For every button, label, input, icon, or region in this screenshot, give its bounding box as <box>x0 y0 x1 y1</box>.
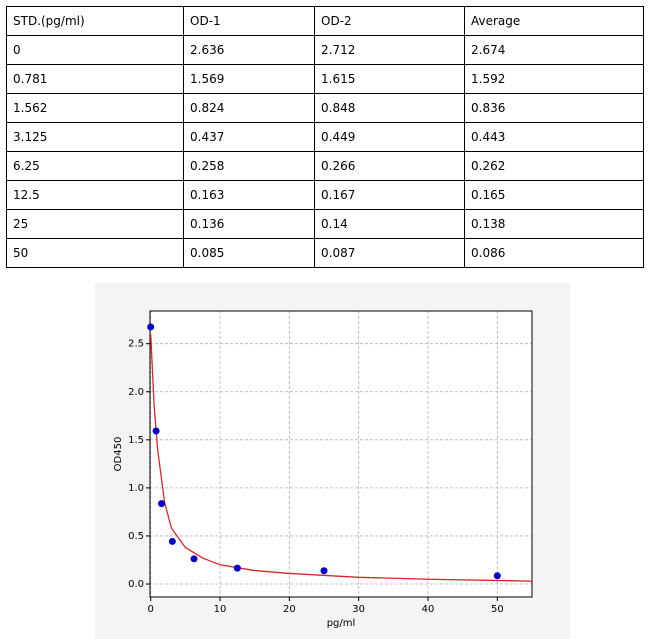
table-cell: 0.167 <box>314 180 465 210</box>
data-point <box>233 564 241 572</box>
x-tick-label: 0 <box>148 604 154 615</box>
table-cell: 0.836 <box>464 93 644 123</box>
data-point <box>168 537 176 545</box>
table-cell: 2.674 <box>464 35 644 65</box>
y-axis-label: OD450 <box>113 437 124 472</box>
table-cell: 1.562 <box>6 93 184 123</box>
table-cell: 0.136 <box>183 209 315 239</box>
table-cell: 0.262 <box>464 151 644 181</box>
table-cell: 0.824 <box>183 93 315 123</box>
header-row: STD.(pg/ml) OD-1 OD-2 Average <box>6 6 644 36</box>
data-point <box>493 572 501 580</box>
x-tick-label: 40 <box>422 604 435 615</box>
data-point <box>152 427 160 435</box>
table-row: 0 2.636 2.712 2.674 <box>6 35 644 65</box>
y-tick-label: 1.0 <box>128 483 144 494</box>
data-point <box>158 500 166 508</box>
table-cell: 2.712 <box>314 35 465 65</box>
table-row: 50 0.085 0.087 0.086 <box>6 238 644 268</box>
table-row: 25 0.136 0.14 0.138 <box>6 209 644 239</box>
table-cell: 0.086 <box>464 238 644 268</box>
table-cell: Average <box>464 6 644 36</box>
y-tick-label: 0.5 <box>128 531 144 542</box>
x-tick-label: 10 <box>214 604 227 615</box>
x-axis-label: pg/ml <box>327 618 356 629</box>
data-point <box>147 323 155 331</box>
table-row: 3.125 0.437 0.449 0.443 <box>6 122 644 152</box>
data-point <box>190 555 198 563</box>
table-cell: OD-1 <box>183 6 315 36</box>
x-tick-label: 30 <box>352 604 365 615</box>
table-cell: 0.437 <box>183 122 315 152</box>
y-tick-label: 2.0 <box>128 387 144 398</box>
table-cell: 0.087 <box>314 238 465 268</box>
standard-table: STD.(pg/ml) OD-1 OD-2 Average 0 2.636 2.712 2.6… <box>6 6 644 268</box>
table-cell: 25 <box>6 209 184 239</box>
data-point <box>320 567 328 575</box>
table-cell: 2.636 <box>183 35 315 65</box>
x-tick-label: 20 <box>283 604 296 615</box>
fit-curve <box>150 334 533 582</box>
table-cell: 0.449 <box>314 122 465 152</box>
y-tick-label: 0.0 <box>128 579 144 590</box>
table-row: 0.781 1.569 1.615 1.592 <box>6 64 644 94</box>
plot-area <box>150 311 532 597</box>
y-tick-label: 2.5 <box>128 339 144 350</box>
table-cell: 50 <box>6 238 184 268</box>
y-tick-label: 1.5 <box>128 435 144 446</box>
x-tick-label: 50 <box>491 604 504 615</box>
table-cell: 0.258 <box>183 151 315 181</box>
table-cell: 0.085 <box>183 238 315 268</box>
table-cell: STD.(pg/ml) <box>6 6 184 36</box>
table-cell: 0.14 <box>314 209 465 239</box>
plot-frame <box>149 310 533 598</box>
